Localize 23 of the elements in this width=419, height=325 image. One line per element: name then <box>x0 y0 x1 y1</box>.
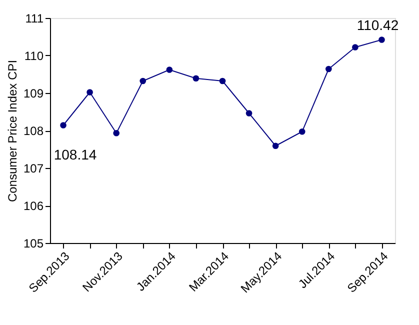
point <box>325 66 332 72</box>
point <box>352 44 358 50</box>
point <box>246 110 252 116</box>
y-tick-label: 111 <box>25 12 44 26</box>
point <box>140 78 146 84</box>
point <box>272 142 279 150</box>
point <box>166 66 173 73</box>
point <box>219 78 226 84</box>
y-tick-label: 107 <box>23 162 44 176</box>
data-label: 108.14 <box>54 146 97 162</box>
data-label: 110.42 <box>356 16 399 33</box>
y-tick-label: 110 <box>24 49 44 63</box>
point <box>86 89 93 96</box>
y-tick-label: 105 <box>23 236 44 250</box>
y-axis-title: Consumer Price Index CPI <box>5 60 20 202</box>
point <box>192 75 200 82</box>
point <box>60 122 66 128</box>
point <box>113 130 120 136</box>
y-tick-label: 109 <box>23 86 44 100</box>
point <box>298 128 306 135</box>
point <box>378 36 385 43</box>
y-tick-label: 106 <box>23 199 44 213</box>
y-tick-label: 108 <box>23 124 44 138</box>
